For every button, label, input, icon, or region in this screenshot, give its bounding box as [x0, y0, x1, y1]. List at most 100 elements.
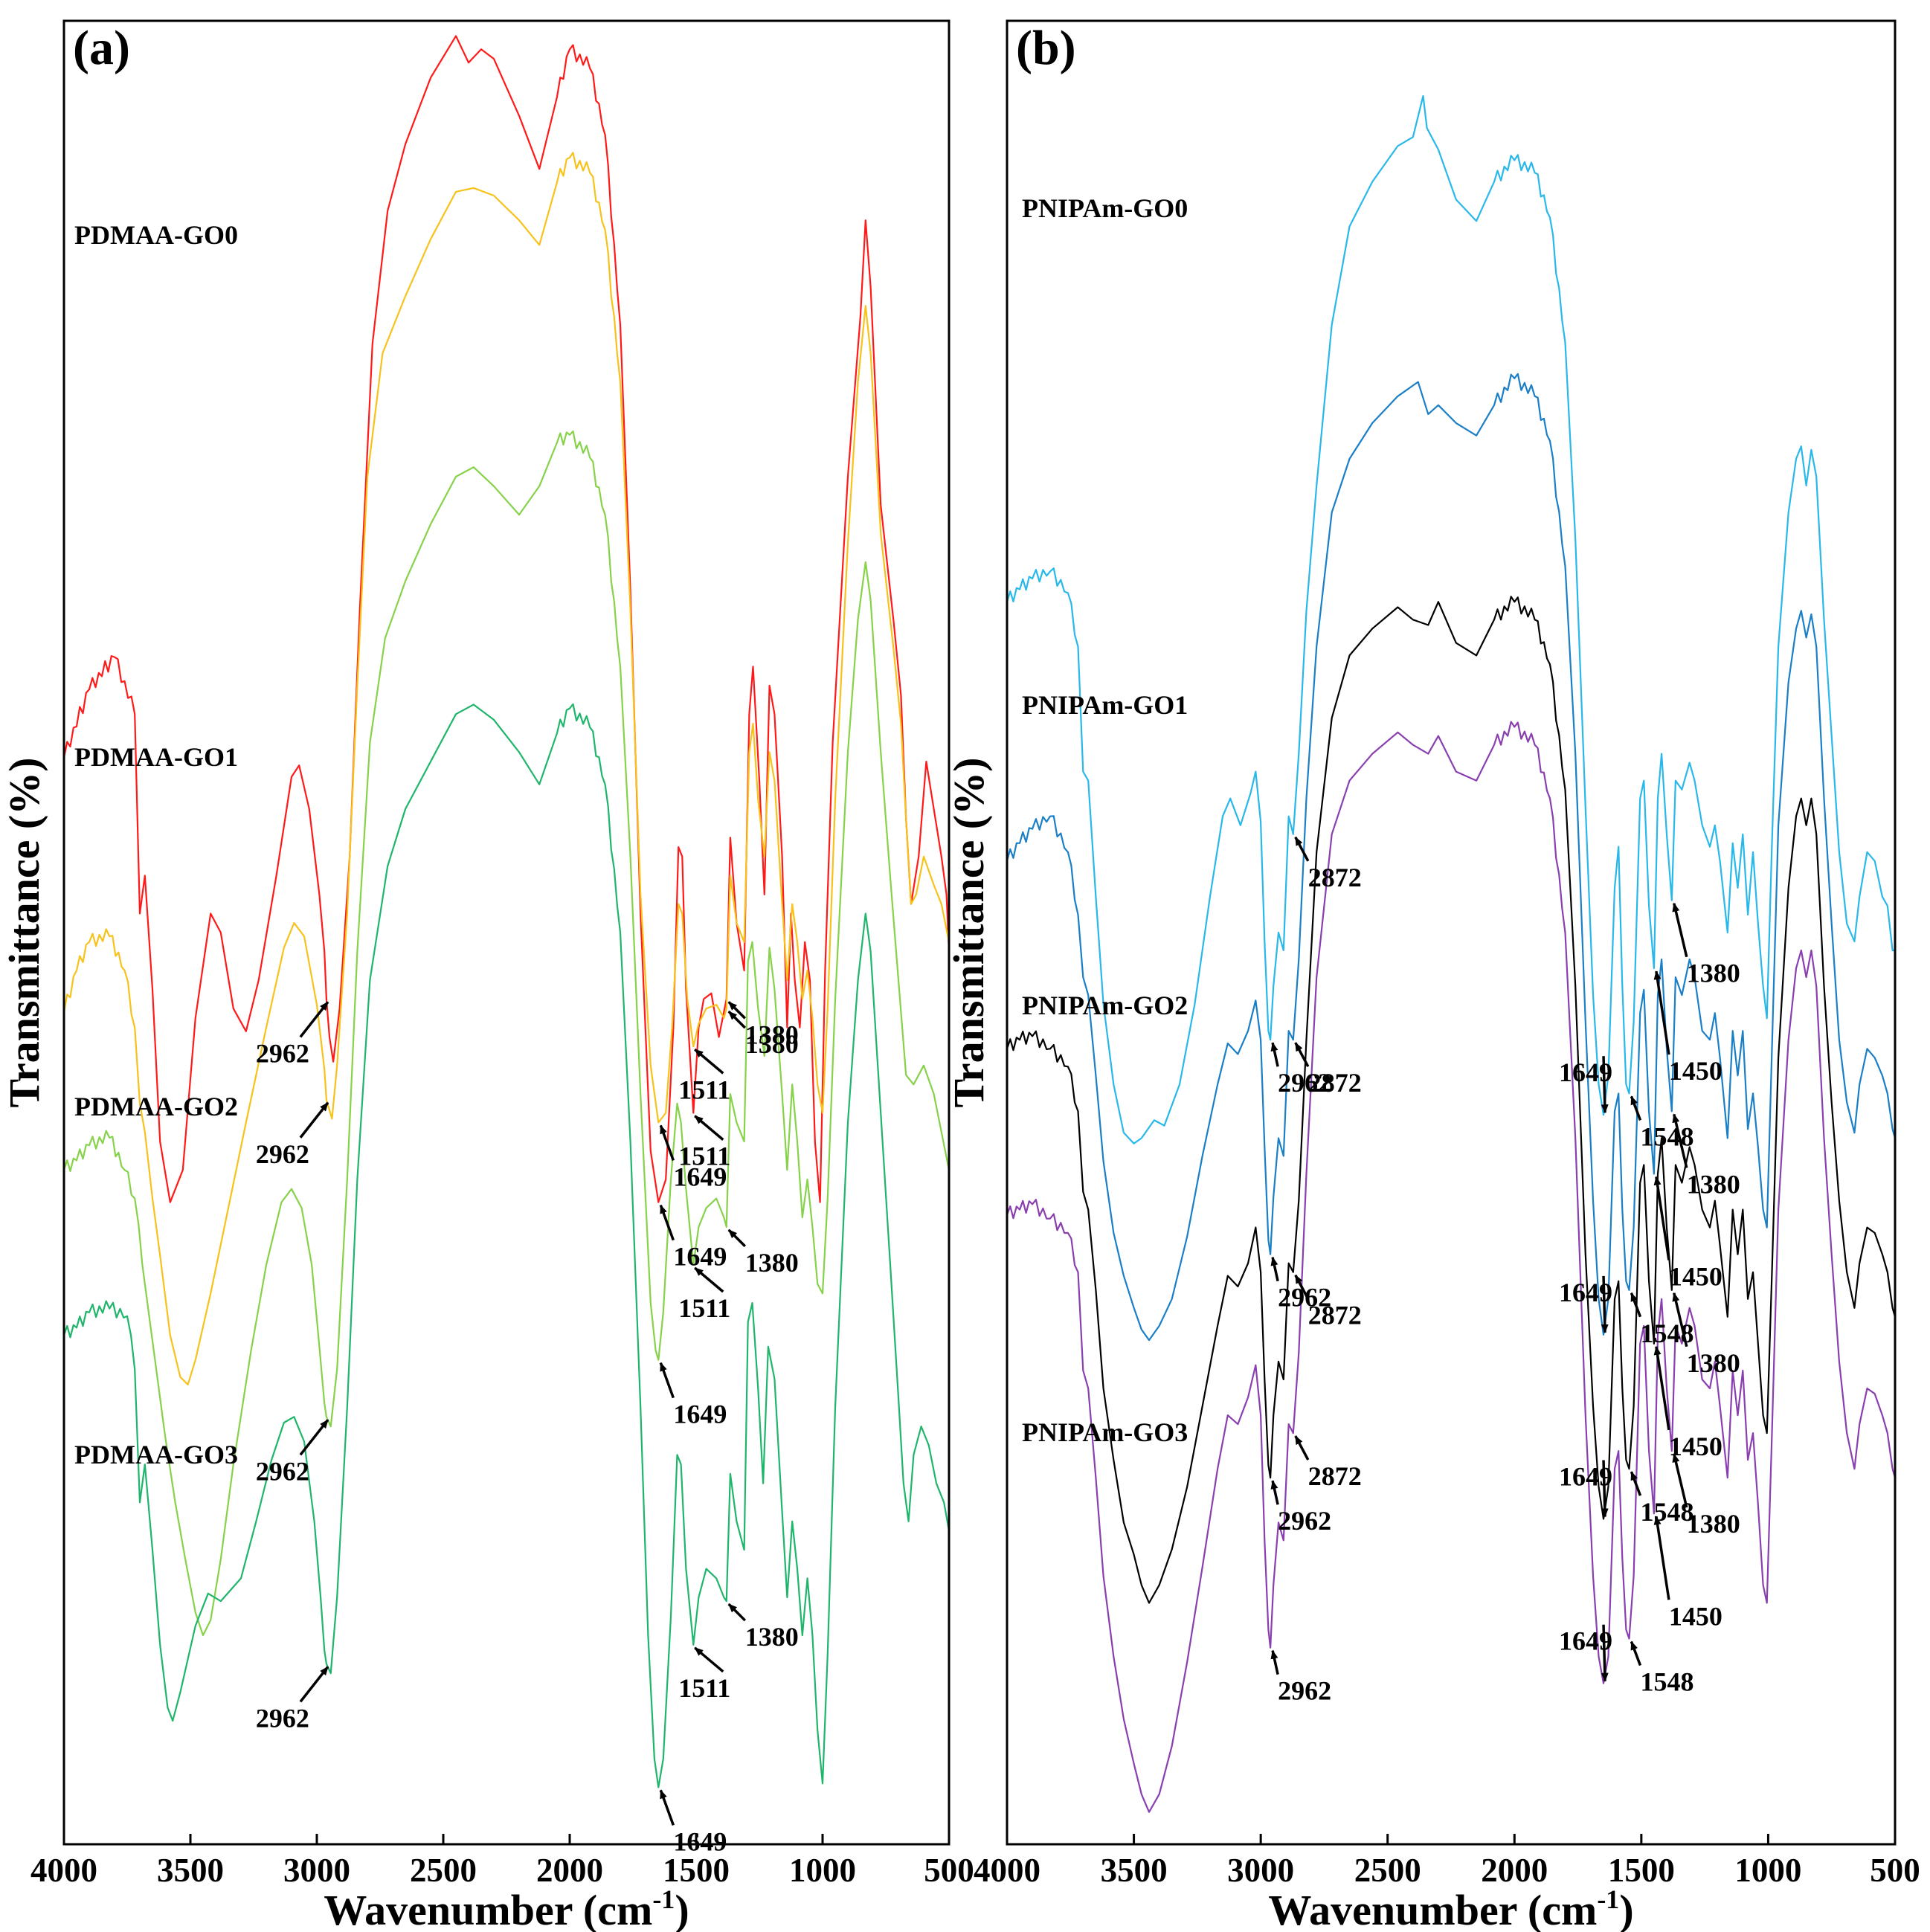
annotation-label: 2962: [256, 1456, 309, 1486]
x-tick-label: 2500: [410, 1852, 477, 1889]
y-axis-title: Transmittance (%): [0, 758, 48, 1108]
annotation-label: 1649: [673, 1400, 727, 1429]
series-line-pdmaa-go1: [64, 152, 949, 1385]
panel-a: 4000 3500 3000 2500 2000 1500 1000 500 Wavenumbe…: [0, 19, 974, 1932]
series-label: PNIPAm-GO1: [1022, 690, 1188, 720]
annotation-label: 2962: [256, 1038, 309, 1068]
series-line-pdmaa-go3: [64, 703, 949, 1788]
x-axis-title: Wavenumber (cm-1): [324, 1884, 689, 1932]
annotation-label: 1380: [1687, 959, 1740, 988]
x-tick-label: 1500: [1608, 1852, 1675, 1889]
annotation-label: 1548: [1640, 1667, 1693, 1697]
annotation-arrow: [1672, 902, 1688, 958]
annotation-arrow: [299, 1666, 329, 1703]
annotation-arrow: [727, 1001, 747, 1020]
x-tick-label: 1000: [789, 1852, 856, 1889]
y-axis-title: Transmittance (%): [945, 758, 993, 1108]
series-line-pdmaa-go0: [64, 35, 949, 1203]
annotation-label: 2872: [1308, 1461, 1362, 1491]
annotation-label: 2962: [1278, 1506, 1331, 1536]
annotation-label: 1649: [673, 1826, 727, 1856]
annotation-label: 1649: [1559, 1461, 1612, 1491]
annotation-label: 1649: [1559, 1278, 1612, 1307]
annotation-label: 2872: [1308, 1301, 1362, 1330]
annotation-label: 1450: [1669, 1262, 1722, 1292]
series-label: PNIPAm-GO0: [1022, 193, 1188, 223]
x-axis-title-end: ): [1619, 1886, 1633, 1932]
annotation-arrow: [1653, 1176, 1670, 1260]
annotation-arrow: [1294, 1274, 1310, 1300]
series-label: PNIPAm-GO3: [1022, 1417, 1188, 1447]
annotation-arrow: [1294, 1435, 1310, 1461]
annotation-label: 2962: [1278, 1283, 1331, 1313]
x-tick-label: 4000: [30, 1852, 97, 1889]
annotation-label: 1380: [745, 1020, 799, 1049]
x-tick-label: 2000: [536, 1852, 603, 1889]
annotation-label: 1511: [678, 1293, 730, 1323]
panel-b: 4000 3500 3000 2500 2000 1500 1000 500 Wavenumbe…: [945, 19, 1920, 1932]
x-tick-label: 1500: [663, 1852, 730, 1889]
x-tick-label: 500: [924, 1852, 974, 1889]
annotation-arrow: [1630, 1471, 1642, 1496]
annotation-arrow: [1270, 1480, 1279, 1505]
annotation-arrow: [299, 1101, 329, 1139]
x-axis-title-end: ): [675, 1886, 689, 1932]
annotation-arrow: [727, 1603, 747, 1622]
x-tick-label: 3500: [1101, 1852, 1168, 1889]
series-line-pnipam-go2: [1007, 596, 1895, 1604]
annotation-label: 1511: [678, 1673, 730, 1703]
annotation-arrow: [694, 1266, 724, 1293]
x-tick-label: 2500: [1354, 1852, 1421, 1889]
x-tick-label: 3000: [1227, 1852, 1294, 1889]
annotation-label: 1450: [1669, 1056, 1722, 1086]
series-line-pdmaa-go2: [64, 430, 949, 1637]
annotation-arrow: [1601, 1056, 1609, 1114]
series-label: PDMAA-GO0: [74, 220, 238, 250]
annotation-arrow: [659, 1124, 675, 1162]
annotation-label: 2962: [256, 1139, 309, 1169]
annotation-label: 2962: [256, 1703, 309, 1733]
annotation-arrow: [1630, 1095, 1642, 1121]
series-line-pnipam-go0: [1007, 94, 1895, 1144]
annotation-arrow: [659, 1789, 675, 1826]
annotation-arrow: [1630, 1640, 1642, 1667]
curves: [64, 35, 949, 1788]
annotation-arrow: [1270, 1042, 1279, 1067]
annotation-label: 1511: [678, 1075, 730, 1104]
panel-label: (b): [1016, 21, 1076, 75]
annotation-label: 2962: [1278, 1068, 1331, 1098]
series-label: PDMAA-GO2: [74, 1092, 238, 1121]
annotation-arrow: [694, 1115, 724, 1141]
annotation-label: 1380: [745, 1029, 799, 1059]
annotation-arrow: [659, 1204, 675, 1241]
annotation-arrow: [727, 1010, 747, 1029]
annotation-label: 2872: [1308, 1068, 1362, 1098]
annotation-arrow: [694, 1048, 724, 1075]
annotation-arrow: [1270, 1649, 1279, 1675]
x-axis-title-main: Wavenumber (cm: [1268, 1886, 1597, 1932]
annotation-arrow: [1672, 1453, 1688, 1508]
annotation-arrow: [1601, 1460, 1609, 1518]
x-tick-label: 1000: [1734, 1852, 1801, 1889]
annotation-arrow: [299, 1419, 329, 1456]
annotation-arrow: [1630, 1292, 1642, 1318]
plot-frame: [62, 19, 950, 1846]
annotation-arrow: [1653, 1345, 1670, 1431]
annotation-arrow: [1270, 1256, 1279, 1282]
annotation-label: 1649: [1559, 1626, 1612, 1656]
x-axis-title-main: Wavenumber (cm: [324, 1886, 652, 1932]
series-line-pnipam-go1: [1007, 373, 1895, 1342]
annotation-label: 2962: [1278, 1676, 1331, 1706]
x-tick-label: 3500: [157, 1852, 224, 1889]
annotation-label: 1380: [1687, 1348, 1740, 1378]
annotation-arrow: [1653, 1516, 1670, 1600]
x-tick-label: 2000: [1481, 1852, 1548, 1889]
annotation-arrow: [299, 1001, 329, 1038]
annotation-label: 2872: [1308, 863, 1362, 892]
x-tick-label: 3000: [283, 1852, 350, 1889]
annotation-arrow: [1294, 1042, 1310, 1068]
x-tick-label: 500: [1870, 1852, 1920, 1889]
annotation-arrow: [1672, 1113, 1688, 1168]
annotation-label: 1511: [678, 1142, 730, 1171]
